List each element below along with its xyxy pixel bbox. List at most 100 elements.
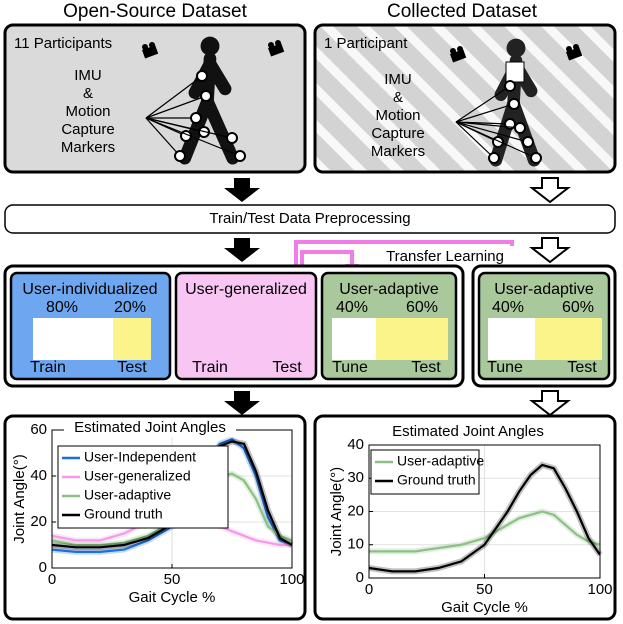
dataset-panel	[313, 23, 617, 174]
marker	[504, 80, 516, 92]
marker	[196, 70, 208, 82]
marker	[234, 150, 246, 162]
y-tick-label: 20	[347, 502, 364, 519]
split-label: Test	[411, 359, 441, 376]
x-tick-label: 0	[48, 571, 56, 588]
sensor-text: IMU	[384, 71, 412, 88]
sensor-text: IMU	[74, 67, 102, 84]
split-label: Test	[117, 359, 147, 376]
marker-line	[455, 121, 537, 159]
preprocessing-label: Train/Test Data Preprocessing	[209, 210, 410, 227]
marker-line	[145, 95, 207, 119]
camera-reel	[275, 40, 281, 46]
sensor-text: &	[393, 89, 403, 106]
dataset-header: Open-Source Dataset	[63, 1, 247, 22]
x-tick-label: 100	[279, 571, 304, 588]
y-tick-label: 30	[347, 469, 364, 486]
participants: 1 Participant	[324, 35, 408, 52]
split-label: Train	[30, 359, 66, 376]
y-axis-label: Joint Angle(°)	[11, 454, 28, 543]
y-tick-label: 60	[30, 421, 47, 438]
arrow	[529, 177, 571, 204]
participants: 11 Participants	[14, 35, 112, 52]
leg	[201, 95, 239, 165]
marker	[488, 152, 500, 164]
legend-box	[370, 449, 480, 495]
marker-line	[455, 121, 521, 129]
chart-title: Estimated Joint Angles	[392, 423, 544, 440]
marker-line	[145, 117, 241, 157]
split-label: Tune	[487, 359, 523, 376]
marker	[514, 122, 526, 134]
marker	[200, 90, 212, 102]
marker	[174, 150, 186, 162]
preprocessing-box	[4, 204, 616, 234]
marker-line	[455, 103, 515, 123]
chart: 0 10 20 30 40 0 50 100 Estimated Joint Angles Gai…	[328, 422, 613, 616]
strip-test	[535, 318, 602, 360]
strip-test	[376, 318, 448, 360]
marker	[522, 136, 534, 148]
legend: User-adaptive Ground truth	[370, 449, 484, 495]
camera-reel	[457, 46, 463, 52]
sensor-label: IMU & Motion Capture Markers IMU & Motio…	[61, 67, 425, 160]
marker-line	[145, 75, 203, 119]
sensor-text: Motion	[375, 107, 420, 124]
legend-box	[57, 445, 229, 529]
model-name: User-generalized	[185, 281, 307, 298]
legend: User-Independent User-generalized User-ada…	[57, 445, 229, 529]
split: 40%	[492, 299, 524, 316]
arrow	[224, 391, 260, 415]
split-label: Test	[567, 359, 597, 376]
split: 80%	[46, 299, 78, 316]
y-tick-label: 40	[347, 436, 364, 453]
sensor-text: Markers	[61, 139, 115, 156]
marker-line	[455, 85, 511, 123]
x-axis-label: Gait Cycle %	[129, 589, 216, 606]
split: 40%	[336, 299, 368, 316]
head	[506, 38, 526, 58]
arrow	[224, 238, 260, 262]
arm	[203, 57, 232, 96]
charts: 0 20 40 60 0 50 100 Estimated Joint Angles Gait …	[11, 418, 613, 616]
x-tick-label: 100	[587, 581, 612, 598]
split: 60%	[562, 299, 594, 316]
model-name: User-adaptive	[339, 281, 439, 298]
marker-line	[145, 117, 233, 139]
strip-test	[113, 318, 151, 360]
sensor-text: Motion	[65, 103, 110, 120]
arrow	[529, 237, 571, 264]
arrow	[224, 178, 260, 202]
marker-line	[145, 117, 181, 157]
legend-label: User-adaptive	[397, 453, 484, 469]
camera-reel	[573, 44, 579, 50]
marker	[508, 98, 520, 110]
chart-title: Estimated Joint Angles	[74, 419, 226, 436]
arrow	[529, 390, 571, 417]
camera-reel	[142, 44, 148, 50]
transfer-label: Transfer Learning	[386, 248, 504, 265]
x-tick-label: 50	[476, 581, 493, 598]
chart: 0 20 40 60 0 50 100 Estimated Joint Angles Gait …	[11, 418, 305, 606]
title-bg	[382, 422, 554, 441]
legend-label: Ground truth	[84, 506, 163, 522]
split-label: Tune	[332, 359, 368, 376]
sensor-text: Markers	[371, 143, 425, 160]
model-name: User-individualized	[22, 281, 157, 298]
legend-label: User-adaptive	[84, 487, 171, 503]
title-bg	[64, 418, 236, 437]
y-tick-label: 0	[39, 559, 47, 576]
camera-reel	[450, 48, 456, 54]
legend-label: Ground truth	[397, 472, 476, 488]
marker	[226, 132, 238, 144]
series-line	[368, 463, 601, 573]
legend-label: User-Independent	[84, 449, 196, 465]
sensor-text: &	[83, 85, 93, 102]
x-tick-label: 50	[164, 571, 181, 588]
camera-reel	[149, 42, 155, 48]
split-label: Test	[272, 359, 302, 376]
x-axis-label: Gait Cycle %	[441, 599, 528, 616]
marker-line	[455, 121, 529, 143]
camera-reel	[268, 42, 274, 48]
